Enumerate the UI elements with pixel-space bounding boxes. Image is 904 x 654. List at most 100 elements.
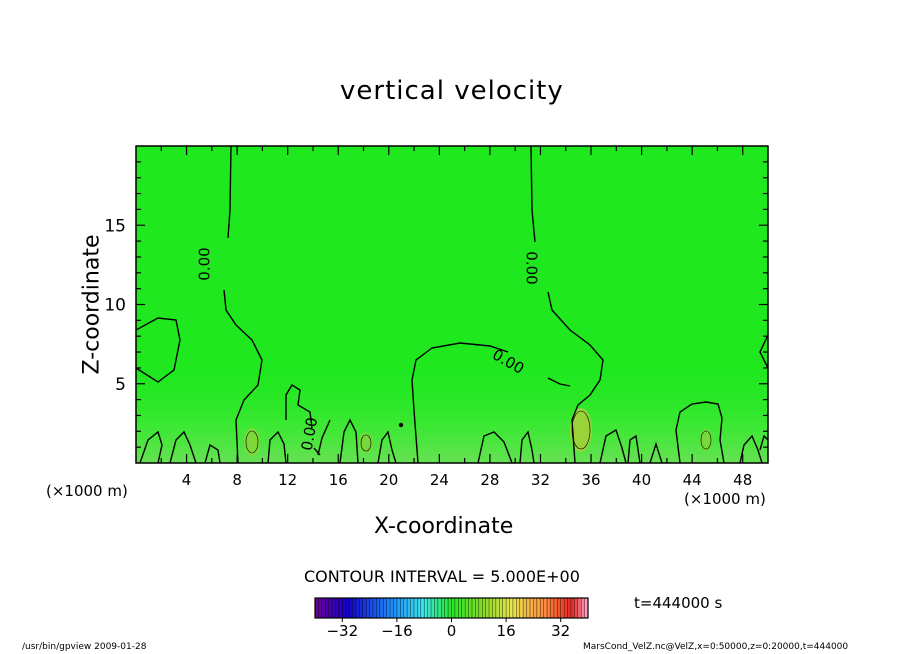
zero-contour-line	[649, 441, 663, 463]
colorbar-segment	[540, 598, 544, 618]
colorbar-segment	[485, 598, 490, 618]
colorbar-segment	[584, 598, 589, 618]
contour-labels: 0.00 0.000.000.00	[196, 247, 541, 452]
colorbar-segment	[451, 598, 456, 618]
colorbar-segment	[393, 598, 398, 618]
zero-contour-line	[675, 401, 725, 463]
colorbar-segment	[492, 598, 497, 618]
zero-contour-line	[530, 146, 604, 463]
zero-contour-line	[739, 434, 768, 463]
positive-contour	[360, 434, 372, 452]
x-unit-left: (×1000 m)	[46, 482, 128, 500]
y-axis-label: Z-coordinate	[79, 234, 105, 375]
colorbar-segment	[482, 598, 486, 618]
chart-title: vertical velocity	[340, 76, 564, 106]
contour-label: 0.00	[523, 251, 541, 284]
colorbar-segment	[434, 598, 439, 618]
colorbar-segment	[567, 598, 572, 618]
contour-dot	[398, 422, 404, 428]
colorbar-segment	[536, 598, 541, 618]
colorbar-segment	[471, 598, 476, 618]
colorbar-segment	[547, 598, 551, 618]
colorbar-segment	[475, 598, 480, 618]
colorbar-segment	[362, 598, 367, 618]
x-tick-label: 40	[632, 471, 651, 489]
colorbar-segment	[465, 598, 469, 618]
footer-right: MarsCond_VelZ.nc@VelZ,x=0:50000,z=0:2000…	[583, 642, 849, 652]
zero-contours	[136, 146, 768, 463]
colorbar-tick-label: −16	[381, 622, 413, 640]
positive-contour	[571, 410, 591, 450]
colorbar-segment	[581, 598, 585, 618]
colorbar-segment	[383, 598, 387, 618]
colorbar-tick-label: 0	[447, 622, 457, 640]
colorbar-segment	[560, 598, 565, 618]
updraft-cell	[700, 429, 712, 451]
zero-contour-line	[169, 430, 197, 463]
colorbar-segment	[437, 598, 442, 618]
colorbar-segment	[413, 598, 418, 618]
colorbar-segment	[410, 598, 415, 618]
colorbar-segment	[396, 598, 401, 618]
x-tick-label: 8	[232, 471, 242, 489]
x-axis-label: X-coordinate	[374, 514, 514, 539]
colorbar-segment	[345, 598, 350, 618]
colorbar-segment	[489, 598, 493, 618]
x-tick-label: 44	[683, 471, 702, 489]
colorbar-segment	[420, 598, 425, 618]
colorbar-segment	[431, 598, 435, 618]
colorbar-segment	[355, 598, 360, 618]
colorbar-segment	[550, 598, 555, 618]
colorbar-tick-label: 16	[497, 622, 516, 640]
zero-contour-line	[377, 430, 397, 463]
colorbar-segment	[335, 598, 340, 618]
zero-contour-line	[267, 430, 287, 463]
colorbar-segment	[454, 598, 459, 618]
colorbar-segment	[338, 598, 343, 618]
contour-interval: CONTOUR INTERVAL = 5.000E+00	[304, 567, 580, 586]
colorbar-segment	[427, 598, 432, 618]
zero-contour-line	[139, 430, 163, 463]
colorbar-segment	[342, 598, 347, 618]
colorbar	[314, 597, 589, 622]
colorbar-tick-labels: −32 −16 0 16 32	[326, 622, 570, 640]
colorbar-segment	[495, 598, 500, 618]
colorbar-segment	[441, 598, 445, 618]
colorbar-segment	[570, 598, 575, 618]
footer-left: /usr/bin/gpview 2009-01-28	[22, 642, 147, 652]
colorbar-segment	[506, 598, 510, 618]
contour-label: 0.00	[196, 247, 214, 280]
colorbar-segment	[468, 598, 473, 618]
colorbar-segment	[448, 598, 452, 618]
x-tick-label: 32	[531, 471, 550, 489]
zero-contour-line	[285, 384, 321, 456]
x-tick-label: 4	[182, 471, 192, 489]
zero-contour-line	[204, 443, 221, 463]
colorbar-segment	[553, 598, 558, 618]
x-tick-label: 36	[581, 471, 600, 489]
x-tick-label: 20	[379, 471, 398, 489]
zero-contour-line	[339, 418, 359, 463]
colorbar-segment	[458, 598, 463, 618]
colorbar-segment	[499, 598, 503, 618]
time-label: t=444000 s	[634, 594, 723, 612]
colorbar-segment	[403, 598, 408, 618]
colorbar-segment	[315, 598, 319, 618]
colorbar-segment	[318, 598, 323, 618]
colorbar-segment	[321, 598, 326, 618]
updraft-cell	[359, 433, 373, 453]
colorbar-segment	[509, 598, 514, 618]
positive-contours	[245, 410, 712, 454]
colorbar-tick-label: 32	[551, 622, 570, 640]
colorbar-segment	[529, 598, 534, 618]
colorbar-segment	[325, 598, 329, 618]
colorbar-segment	[349, 598, 353, 618]
colorbar-segment	[359, 598, 364, 618]
colorbar-segment	[366, 598, 370, 618]
y-tick-label: 5	[115, 375, 126, 395]
x-tick-label: 24	[430, 471, 449, 489]
colorbar-segment	[461, 598, 466, 618]
positive-contour	[700, 430, 712, 450]
